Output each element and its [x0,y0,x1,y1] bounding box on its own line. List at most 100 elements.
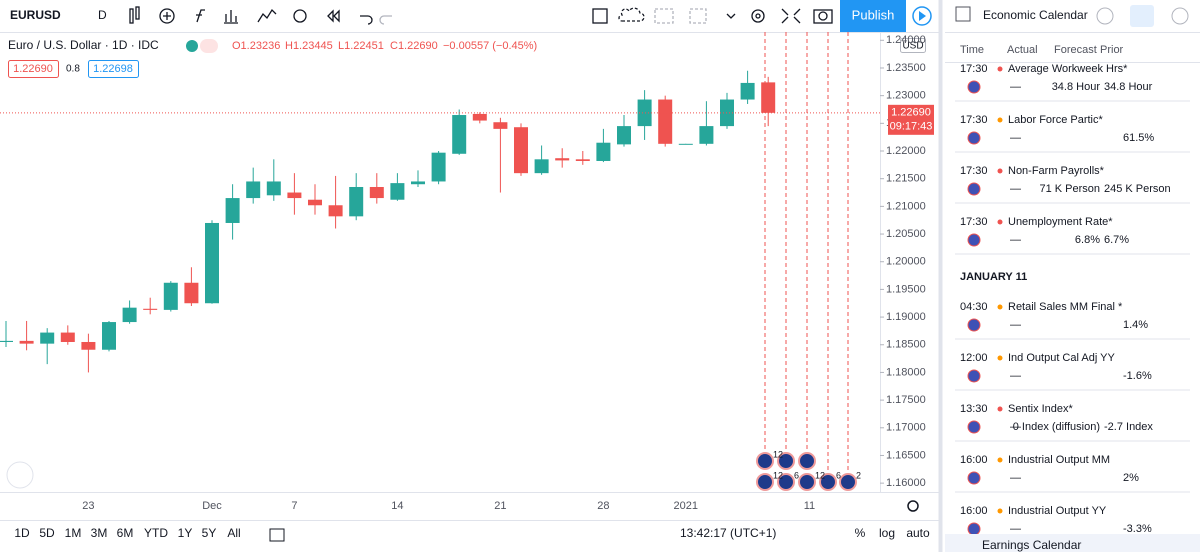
event-row[interactable]: 17:30 Non-Farm Payrolls* — 71 K Person 245 K… [955,165,1190,204]
event-row[interactable]: 17:30 Unemployment Rate* — 6.8% 6.7% [955,216,1190,255]
event-flag [756,452,774,470]
candle-body [205,222,219,304]
legend-close: C1.22690 [390,40,438,52]
y-tick-label: 1.20000 [886,256,926,268]
time-range[interactable]: 3M [91,526,108,540]
compare-icon[interactable] [269,528,285,542]
calendar-icon [955,6,971,22]
event-badge: 12 [815,470,825,480]
flag [967,522,981,536]
candle-body [349,186,364,217]
event-row[interactable]: 12:00 Ind Output Cal Adj YY — -1.6% [955,352,1190,391]
symbol[interactable]: EURUSD [10,8,61,22]
candle-body [308,199,322,206]
forecast: 6.8% [1075,234,1100,246]
prior: 2% [1123,472,1139,484]
forecast: 34.8 Hour [1052,81,1101,93]
time-range[interactable]: YTD [144,526,168,540]
y-tick-label: 1.16500 [886,449,926,461]
publish-button[interactable] [840,0,906,32]
spread: 0.8 [66,64,80,75]
settings-icon[interactable] [907,500,919,512]
ask[interactable]: 1.22698 [93,63,133,75]
candle-body [328,205,343,217]
scale-button[interactable]: % [855,526,866,540]
calendar-title: Economic Calendar [983,8,1088,22]
logo-circle [6,461,34,489]
time-range[interactable]: 1D [14,526,30,540]
last-price: 1.22690 [891,107,931,119]
time-range[interactable]: All [227,526,240,540]
clock[interactable]: 13:42:17 (UTC+1) [680,526,776,540]
filter-active[interactable] [1130,5,1154,27]
event-time: 17:30 [960,216,988,228]
column-header: Prior [1100,44,1124,56]
flag [967,131,981,145]
clock-icon[interactable] [1096,7,1114,25]
currency[interactable]: USD [902,41,923,52]
time-range[interactable]: 6M [117,526,134,540]
event-name: Labor Force Partic* [1008,114,1103,126]
event-name: Unemployment Rate* [1008,216,1113,228]
y-tick-label: 1.16000 [886,477,926,489]
event-time: 12:00 [960,352,988,364]
time-range[interactable]: 5D [39,526,55,540]
prior: -3.3% [1123,523,1152,535]
ask-box[interactable] [88,60,139,78]
currency-box[interactable] [900,38,926,53]
replay-button[interactable] [912,6,932,26]
time-range[interactable]: 1Y [178,526,193,540]
candle-body [266,181,281,196]
actual: — [1010,472,1021,484]
candle-body [122,307,137,323]
x-tick-label: Dec [202,500,222,512]
market-status [186,40,198,52]
candle-body [246,181,261,199]
candle-body [40,332,55,344]
candle-body [163,282,178,310]
settings-icon-2[interactable] [1171,7,1189,25]
interval[interactable]: D [98,8,107,22]
legend-open: O1.23236 [232,40,280,52]
x-tick-label: 11 [804,500,815,512]
event-flag [839,473,857,491]
event-time: 16:00 [960,454,988,466]
event-row[interactable]: 17:30 Average Workweek Hrs* — 34.8 Hour 34.8… [955,63,1190,102]
flag [967,369,981,383]
candle-body [472,113,487,121]
candle-body [431,152,446,182]
y-tick-label: 1.17500 [886,394,926,406]
actual: — [1010,523,1021,535]
event-flag [756,473,774,491]
event-row[interactable]: 13:30 Sentix Index* —0 Index (diffusion) -2… [955,403,1190,442]
time-range[interactable]: 5Y [202,526,217,540]
toolbar-icons[interactable] [129,6,833,25]
importance [997,457,1003,463]
legend-low: L1.22451 [338,40,384,52]
event-row[interactable]: 04:30 Retail Sales MM Final * — 1.4% [955,301,1190,340]
y-tick-label: 1.23500 [886,62,926,74]
candle-body [452,115,467,154]
bid[interactable]: 1.22690 [13,63,53,75]
x-tick-label: 23 [82,500,94,512]
event-name: Ind Output Cal Adj YY [1008,352,1115,364]
importance [997,66,1003,72]
event-badge: 2 [856,470,861,480]
event-row[interactable]: 16:00 Industrial Output MM — 2% [955,454,1190,493]
scale-button[interactable]: auto [906,526,930,540]
bid-box[interactable] [8,60,59,78]
scale-button[interactable]: log [879,526,895,540]
legend-high: H1.23445 [285,40,333,52]
column-header: Actual [1007,44,1038,56]
time-range[interactable]: 1M [65,526,82,540]
candle-body [720,99,734,127]
candle-body [637,99,652,127]
importance [997,508,1003,514]
earnings-title[interactable]: Earnings Calendar [982,538,1081,552]
x-tick-label: 7 [291,500,297,512]
x-tick-label: 14 [391,500,403,512]
event-row[interactable]: 17:30 Labor Force Partic* — 61.5% [955,114,1190,153]
publish-label[interactable]: Publish [852,7,895,22]
